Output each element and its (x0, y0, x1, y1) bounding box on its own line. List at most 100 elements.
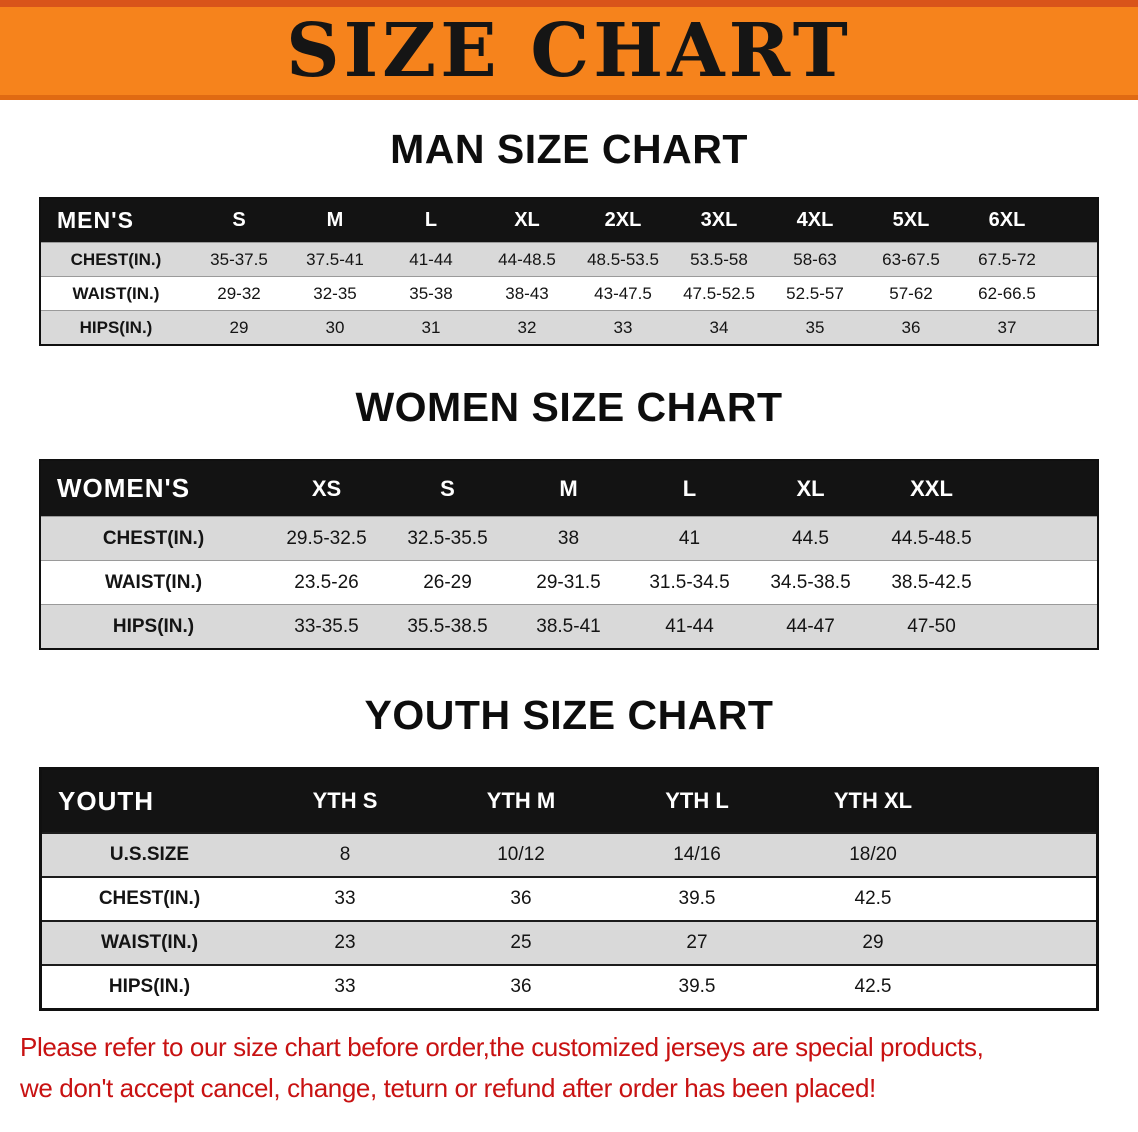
youth-size-table: YOUTH YTH S YTH M YTH L YTH XL U.S.SIZE 8 10/12… (39, 767, 1099, 1012)
data-cell: 31.5-34.5 (649, 571, 730, 593)
data-cell: 26-29 (423, 571, 472, 593)
row-label: WAIST(IN.) (72, 283, 160, 303)
data-cell: 30 (325, 317, 345, 337)
data-cell: 29-31.5 (536, 571, 601, 593)
data-cell: 44.5 (792, 527, 829, 549)
data-cell: 29 (862, 932, 884, 954)
row-label: CHEST(IN.) (102, 527, 205, 549)
data-cell: 53.5-58 (690, 249, 748, 269)
row-label: HIPS(IN.) (79, 317, 153, 337)
men-size-section: MAN SIZE CHART MEN'S S M L XL 2XL 3XL 4XL 5XL 6XL… (0, 126, 1138, 347)
data-cell: 36 (901, 317, 921, 337)
women-table-row-1: WAIST(IN.) 23.5-26 26-29 29-31.5 31.5-34.5 34… (41, 560, 1097, 604)
women-section-heading: WOMEN SIZE CHART (355, 384, 783, 431)
data-cell: 25 (510, 932, 532, 954)
data-cell: 44-47 (786, 615, 835, 637)
women-size-header-cell: XL (796, 475, 825, 501)
disclaimer-line-1: Please refer to our size chart before or… (20, 1032, 984, 1063)
data-cell: 34 (709, 317, 729, 337)
men-table-row-1: WAIST(IN.) 29-32 32-35 35-38 38-43 43-47.5 47.… (41, 276, 1097, 310)
data-cell: 8 (339, 844, 351, 866)
disclaimer: Please refer to our size chart before or… (0, 1031, 1138, 1106)
men-table-row-2: HIPS(IN.) 29 30 31 32 33 34 35 36 37 (41, 310, 1097, 345)
women-size-header-cell: XXL (910, 475, 953, 501)
data-cell: 36 (510, 888, 532, 910)
data-cell: 37.5-41 (306, 249, 364, 269)
data-cell: 29.5-32.5 (286, 527, 367, 549)
data-cell: 38.5-42.5 (891, 571, 972, 593)
data-cell: 67.5-72 (978, 249, 1036, 269)
women-size-header-cell: L (682, 475, 697, 501)
data-cell: 63-67.5 (882, 249, 940, 269)
youth-table-header-row: YOUTH YTH S YTH M YTH L YTH XL (42, 770, 1096, 833)
men-section-heading: MAN SIZE CHART (390, 126, 748, 172)
data-cell: 48.5-53.5 (587, 249, 659, 269)
women-size-section: WOMEN SIZE CHART WOMEN'S XS S M L XL XXL CHEST(… (0, 384, 1138, 651)
youth-size-header-cell: YTH L (665, 788, 729, 814)
data-cell: 29 (229, 317, 249, 337)
women-size-header-cell: M (559, 475, 578, 501)
men-size-header-cell: 4XL (796, 209, 834, 232)
data-cell: 39.5 (678, 976, 716, 998)
data-cell: 62-66.5 (978, 283, 1036, 303)
row-label: HIPS(IN.) (112, 615, 195, 637)
page-title: SIZE CHART (286, 8, 852, 94)
data-cell: 33 (334, 976, 356, 998)
row-label: WAIST(IN.) (104, 571, 203, 593)
data-cell: 42.5 (854, 888, 892, 910)
data-cell: 32.5-35.5 (407, 527, 488, 549)
data-cell: 44-48.5 (498, 249, 556, 269)
youth-table-row-3: HIPS(IN.) 33 36 39.5 42.5 (42, 964, 1096, 1008)
data-cell: 23.5-26 (294, 571, 359, 593)
data-cell: 39.5 (678, 888, 716, 910)
data-cell: 41-44 (665, 615, 714, 637)
men-size-table: MEN'S S M L XL 2XL 3XL 4XL 5XL 6XL CHEST(IN.) 35-37… (39, 197, 1099, 347)
women-table-row-2: HIPS(IN.) 33-35.5 35.5-38.5 38.5-41 41-44 44-… (41, 604, 1097, 649)
youth-table-row-1: CHEST(IN.) 33 36 39.5 42.5 (42, 876, 1096, 920)
men-size-header-cell: 5XL (892, 209, 930, 232)
row-label: HIPS(IN.) (108, 976, 191, 998)
data-cell: 44.5-48.5 (891, 527, 972, 549)
data-cell: 47.5-52.5 (683, 283, 755, 303)
data-cell: 32 (517, 317, 537, 337)
data-cell: 36 (510, 976, 532, 998)
data-cell: 42.5 (854, 976, 892, 998)
youth-size-header-cell: YTH M (486, 788, 556, 814)
data-cell: 35-38 (409, 283, 453, 303)
men-size-header-cell: L (424, 209, 438, 232)
row-label: CHEST(IN.) (70, 249, 162, 269)
data-cell: 57-62 (889, 283, 933, 303)
size-chart-page: SIZE CHART MAN SIZE CHART MEN'S S M L XL 2XL 3… (0, 0, 1138, 1106)
data-cell: 27 (686, 932, 708, 954)
data-cell: 23 (334, 932, 356, 954)
data-cell: 33 (613, 317, 633, 337)
men-size-header-cell: S (232, 209, 246, 232)
data-cell: 41-44 (409, 249, 453, 269)
women-size-header-cell: XS (311, 475, 342, 501)
data-cell: 33 (334, 888, 356, 910)
youth-section-heading: YOUTH SIZE CHART (364, 692, 774, 739)
youth-size-section: YOUTH SIZE CHART YOUTH YTH S YTH M YTH L YTH… (0, 692, 1138, 1012)
data-cell: 32-35 (313, 283, 357, 303)
women-size-header-cell: S (440, 475, 455, 501)
data-cell: 18/20 (849, 844, 897, 866)
women-table-header-row: WOMEN'S XS S M L XL XXL (41, 461, 1097, 517)
data-cell: 34.5-38.5 (770, 571, 851, 593)
data-cell: 35.5-38.5 (407, 615, 488, 637)
row-label: WAIST(IN.) (100, 932, 199, 954)
banner: SIZE CHART (0, 0, 1138, 100)
data-cell: 37 (997, 317, 1017, 337)
women-size-table: WOMEN'S XS S M L XL XXL CHEST(IN.) 29.5-32.5 32.5… (39, 459, 1099, 651)
data-cell: 38-43 (505, 283, 549, 303)
men-size-header-cell: 3XL (700, 209, 738, 232)
data-cell: 38 (557, 527, 580, 549)
data-cell: 14/16 (673, 844, 721, 866)
youth-size-header-cell: YTH XL (833, 788, 913, 814)
men-table-header-row: MEN'S S M L XL 2XL 3XL 4XL 5XL 6XL (41, 199, 1097, 243)
youth-table-title: YOUTH (58, 785, 154, 816)
women-table-row-0: CHEST(IN.) 29.5-32.5 32.5-35.5 38 41 44.5 44.5… (41, 516, 1097, 561)
data-cell: 10/12 (497, 844, 545, 866)
men-size-header-cell: M (326, 209, 344, 232)
women-table-title: WOMEN'S (57, 473, 191, 504)
data-cell: 38.5-41 (536, 615, 601, 637)
